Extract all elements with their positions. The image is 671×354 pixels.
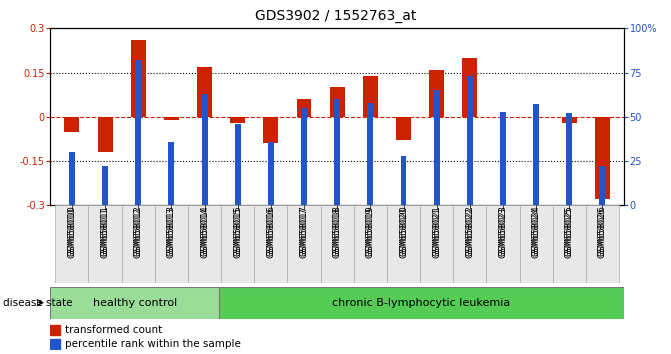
Bar bbox=[301, 108, 307, 205]
Bar bbox=[486, 205, 519, 283]
Bar bbox=[168, 142, 174, 205]
Text: GSM658014: GSM658014 bbox=[200, 205, 209, 256]
Bar bbox=[230, 117, 245, 123]
Bar bbox=[155, 205, 188, 283]
Text: GSM658023: GSM658023 bbox=[499, 207, 507, 258]
Bar bbox=[235, 124, 241, 205]
Bar bbox=[367, 103, 373, 205]
Text: GSM658020: GSM658020 bbox=[399, 205, 408, 256]
Text: GSM658013: GSM658013 bbox=[167, 207, 176, 258]
Bar bbox=[89, 205, 121, 283]
Bar bbox=[297, 99, 311, 117]
Text: GSM658026: GSM658026 bbox=[598, 205, 607, 256]
Text: GSM658011: GSM658011 bbox=[101, 207, 109, 258]
Bar bbox=[268, 142, 274, 205]
Bar bbox=[566, 113, 572, 205]
Bar bbox=[254, 205, 287, 283]
Bar bbox=[69, 152, 75, 205]
Bar bbox=[264, 117, 278, 143]
Text: chronic B-lymphocytic leukemia: chronic B-lymphocytic leukemia bbox=[332, 298, 511, 308]
Text: GSM658015: GSM658015 bbox=[234, 205, 242, 256]
Bar bbox=[201, 94, 207, 205]
Bar bbox=[321, 205, 354, 283]
Bar bbox=[586, 205, 619, 283]
Text: GSM658014: GSM658014 bbox=[200, 207, 209, 258]
Text: GSM658021: GSM658021 bbox=[432, 205, 441, 256]
Bar bbox=[121, 205, 155, 283]
Text: GSM658025: GSM658025 bbox=[565, 207, 574, 258]
Bar bbox=[219, 287, 624, 319]
Bar bbox=[354, 205, 387, 283]
Text: healthy control: healthy control bbox=[93, 298, 177, 308]
Text: transformed count: transformed count bbox=[64, 325, 162, 335]
Bar bbox=[188, 205, 221, 283]
Text: GSM658018: GSM658018 bbox=[333, 205, 342, 256]
Text: GSM658010: GSM658010 bbox=[67, 207, 76, 258]
Text: GSM658026: GSM658026 bbox=[598, 207, 607, 258]
Text: GSM658013: GSM658013 bbox=[167, 205, 176, 256]
Text: GSM658016: GSM658016 bbox=[266, 207, 275, 258]
Text: GDS3902 / 1552763_at: GDS3902 / 1552763_at bbox=[255, 9, 416, 23]
Text: GSM658016: GSM658016 bbox=[266, 205, 275, 256]
Bar bbox=[221, 205, 254, 283]
Bar bbox=[429, 70, 444, 117]
Text: GSM658023: GSM658023 bbox=[499, 205, 507, 256]
Bar bbox=[329, 87, 345, 117]
Text: GSM658025: GSM658025 bbox=[565, 205, 574, 256]
Bar bbox=[334, 99, 340, 205]
Bar bbox=[453, 205, 486, 283]
Bar bbox=[97, 117, 113, 152]
Bar bbox=[599, 166, 605, 205]
Bar bbox=[64, 117, 79, 132]
Text: GSM658012: GSM658012 bbox=[134, 205, 143, 256]
Bar bbox=[467, 76, 473, 205]
Bar bbox=[462, 58, 477, 117]
Bar bbox=[500, 112, 506, 205]
Text: GSM658020: GSM658020 bbox=[399, 207, 408, 258]
Bar bbox=[363, 75, 378, 117]
Text: GSM658011: GSM658011 bbox=[101, 205, 109, 256]
Bar bbox=[102, 166, 108, 205]
Bar bbox=[50, 325, 60, 335]
Bar bbox=[420, 205, 453, 283]
Text: GSM658019: GSM658019 bbox=[366, 207, 375, 258]
Bar bbox=[55, 205, 89, 283]
Bar bbox=[401, 156, 407, 205]
Bar bbox=[533, 104, 539, 205]
Text: disease state: disease state bbox=[3, 298, 73, 308]
Text: GSM658024: GSM658024 bbox=[531, 207, 541, 258]
Text: GSM658017: GSM658017 bbox=[299, 207, 309, 258]
Text: GSM658022: GSM658022 bbox=[465, 207, 474, 258]
Text: percentile rank within the sample: percentile rank within the sample bbox=[64, 339, 240, 349]
Text: GSM658012: GSM658012 bbox=[134, 207, 143, 258]
Bar bbox=[164, 117, 179, 120]
Bar bbox=[595, 117, 610, 199]
Bar bbox=[50, 287, 219, 319]
Bar bbox=[136, 60, 141, 205]
Text: GSM658017: GSM658017 bbox=[299, 205, 309, 256]
Text: GSM658021: GSM658021 bbox=[432, 207, 441, 258]
Text: GSM658022: GSM658022 bbox=[465, 205, 474, 256]
Bar bbox=[396, 117, 411, 141]
Text: GSM658018: GSM658018 bbox=[333, 207, 342, 258]
Bar bbox=[553, 205, 586, 283]
Text: GSM658010: GSM658010 bbox=[67, 205, 76, 256]
Text: GSM658019: GSM658019 bbox=[366, 205, 375, 256]
Bar bbox=[387, 205, 420, 283]
Bar bbox=[197, 67, 212, 117]
Bar bbox=[433, 90, 440, 205]
Bar bbox=[131, 40, 146, 117]
Bar bbox=[287, 205, 321, 283]
Text: GSM658024: GSM658024 bbox=[531, 205, 541, 256]
Text: GSM658015: GSM658015 bbox=[234, 207, 242, 258]
Bar bbox=[562, 117, 577, 123]
Bar bbox=[519, 205, 553, 283]
Bar bbox=[50, 339, 60, 349]
